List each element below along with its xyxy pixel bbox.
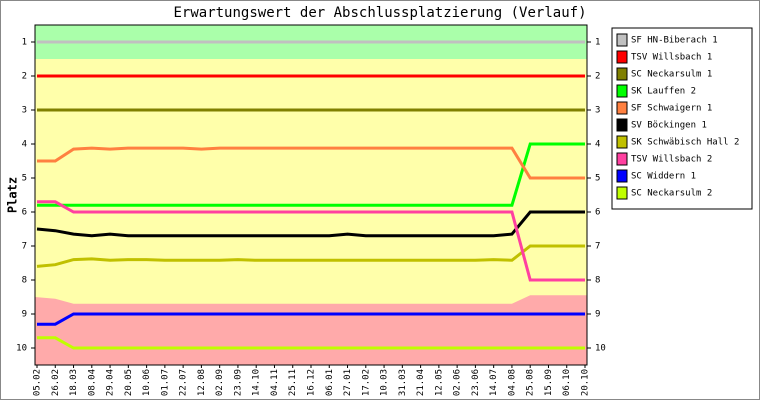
legend-label: TSV Willsbach 2: [631, 155, 712, 165]
x-tick-label: 23.09: [233, 369, 243, 396]
legend-swatch: [616, 169, 628, 183]
y-tick-label: 1: [595, 38, 600, 48]
x-tick-label: 20.10: [581, 369, 591, 396]
x-tick-label: 05.02: [33, 369, 43, 396]
x-tick-label: 08.04: [87, 369, 97, 396]
legend-swatch: [616, 84, 628, 98]
x-tick-label: 10.06: [142, 369, 152, 396]
legend-label: SV Böckingen 1: [631, 121, 707, 131]
x-tick-label: 12.08: [197, 369, 207, 396]
x-tick-label: 26.02: [51, 369, 61, 396]
x-tick-label: 18.03: [69, 369, 79, 396]
x-tick-label: 02.09: [215, 369, 225, 396]
x-tick-label: 21.04: [416, 369, 426, 396]
x-tick-label: 06.10: [562, 369, 572, 396]
legend-label: SC Widdern 1: [631, 172, 696, 182]
x-tick-label: 22.07: [179, 369, 189, 396]
chart-title: Erwartungswert der Abschlussplatzierung …: [173, 5, 586, 21]
series-line: [37, 146, 585, 180]
y-tick-label: 9: [22, 310, 27, 320]
series-line: [37, 312, 585, 326]
y-tick-label: 10: [16, 344, 27, 354]
y-tick-label: 7: [22, 242, 27, 252]
x-tick-label: 29.04: [106, 369, 116, 396]
x-tick-label: 04.08: [507, 369, 517, 396]
legend-label: SK Lauffen 2: [631, 87, 696, 97]
legend-swatch: [616, 152, 628, 166]
x-tick-label: 01.07: [160, 369, 170, 396]
y-tick-label: 7: [595, 242, 600, 252]
legend-label: SC Neckarsulm 1: [631, 70, 712, 80]
x-tick-label: 06.01: [325, 369, 335, 396]
x-tick-label: 12.05: [434, 369, 444, 396]
series-line: [36, 244, 585, 268]
y-tick-label: 5: [22, 174, 27, 184]
y-tick-label: 4: [22, 140, 27, 150]
y-tick-label: 8: [22, 276, 27, 286]
x-tick-label: 02.06: [453, 369, 463, 396]
x-tick-label: 25.08: [526, 369, 536, 396]
series-line: [37, 336, 585, 350]
legend-label: SF HN-Biberach 1: [631, 36, 718, 46]
plot-area: [35, 25, 587, 365]
series-line: [36, 210, 585, 238]
band: [35, 295, 587, 365]
legend-swatch: [616, 50, 628, 64]
series-line: [37, 142, 585, 207]
legend-swatch: [616, 33, 628, 47]
y-axis-label: Platz: [6, 177, 20, 213]
series-line: [37, 200, 585, 282]
legend-label: SK Schwäbisch Hall 2: [631, 138, 739, 148]
y-tick-label: 4: [595, 140, 600, 150]
y-tick-label: 2: [22, 72, 27, 82]
legend-swatch: [616, 67, 628, 81]
x-tick-label: 31.03: [398, 369, 408, 396]
x-tick-label: 14.10: [252, 369, 262, 396]
x-tick-label: 23.06: [471, 369, 481, 396]
y-tick-label: 6: [22, 208, 27, 218]
legend-label: SC Neckarsulm 2: [631, 189, 712, 199]
legend: [611, 27, 753, 210]
x-tick-label: 15.09: [544, 369, 554, 396]
x-tick-label: 25.11: [288, 369, 298, 396]
legend-swatch: [616, 118, 628, 132]
legend-swatch: [616, 135, 628, 149]
y-tick-label: 1: [22, 38, 27, 48]
y-tick-label: 8: [595, 276, 600, 286]
x-tick-label: 16.12: [307, 369, 317, 396]
x-tick-label: 14.07: [489, 369, 499, 396]
x-tick-label: 17.02: [361, 369, 371, 396]
y-tick-label: 2: [595, 72, 600, 82]
legend-swatch: [616, 186, 628, 200]
y-tick-label: 3: [22, 106, 27, 116]
legend-label: SF Schwaigern 1: [631, 104, 712, 114]
y-tick-label: 6: [595, 208, 600, 218]
y-tick-label: 3: [595, 106, 600, 116]
x-tick-label: 27.01: [343, 369, 353, 396]
x-tick-label: 04.11: [270, 369, 280, 396]
legend-label: TSV Willsbach 1: [631, 53, 712, 63]
x-tick-label: 20.05: [124, 369, 134, 396]
legend-swatch: [616, 101, 628, 115]
y-tick-label: 10: [595, 344, 606, 354]
y-tick-label: 9: [595, 310, 600, 320]
x-tick-label: 10.03: [380, 369, 390, 396]
y-tick-label: 5: [595, 174, 600, 184]
